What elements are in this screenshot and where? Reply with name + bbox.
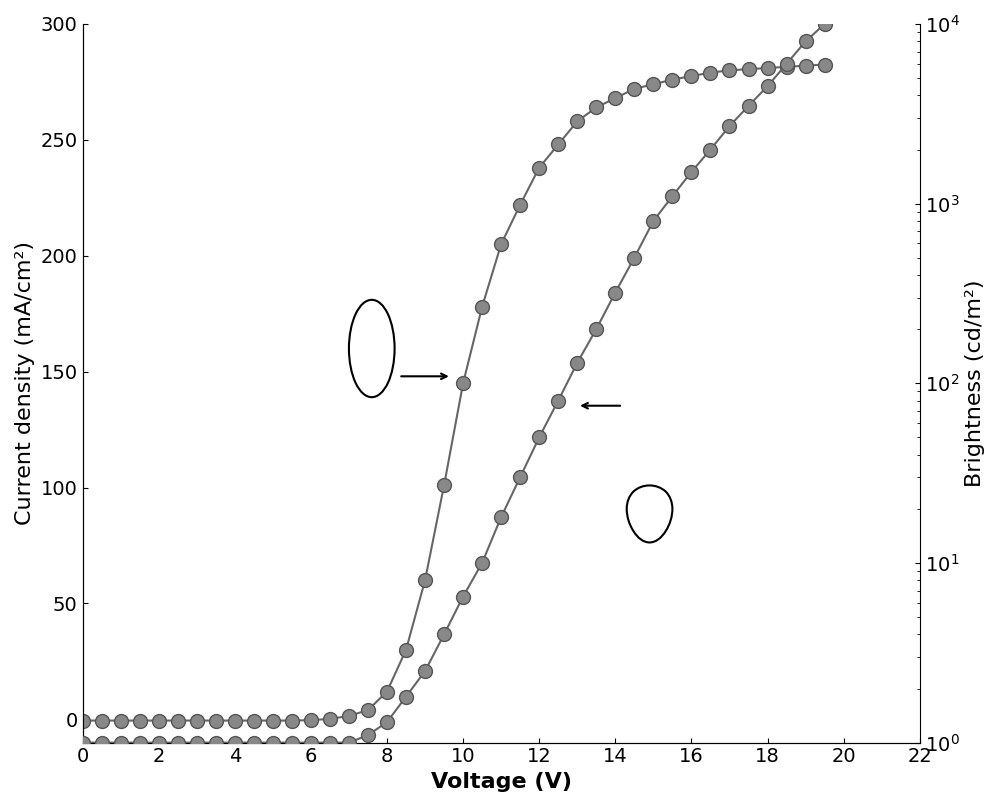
X-axis label: Voltage (V): Voltage (V) [431, 772, 572, 792]
Y-axis label: Current density (mA/cm²): Current density (mA/cm²) [15, 241, 35, 525]
Y-axis label: Brightness (cd/m²): Brightness (cd/m²) [965, 279, 985, 487]
